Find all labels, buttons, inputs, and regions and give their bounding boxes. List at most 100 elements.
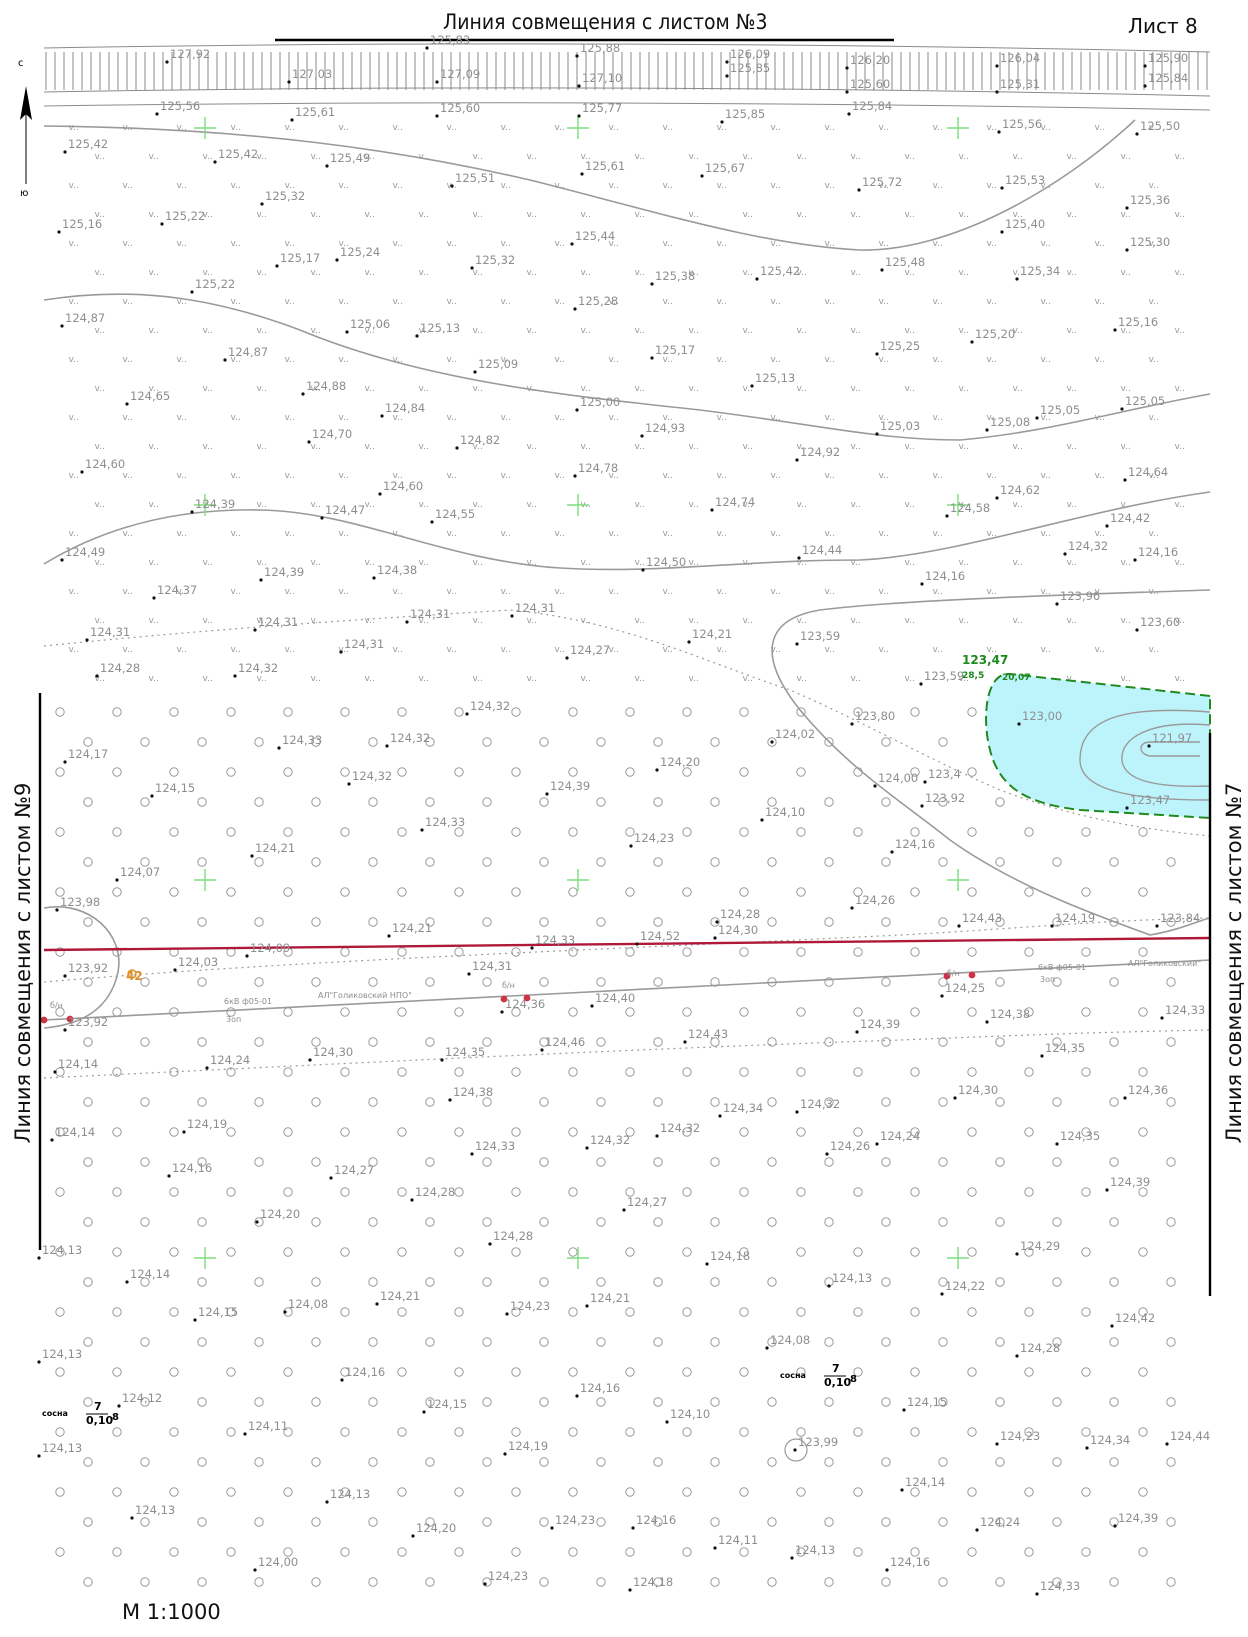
shrub-symbol [1081, 887, 1091, 897]
shrub-symbol [1052, 1097, 1062, 1107]
shrub-symbol [482, 1397, 492, 1407]
spot-point [420, 828, 424, 832]
meadow-symbol: v.. [987, 645, 997, 655]
spot-height: 125,42 [760, 264, 800, 278]
spot-height: 124,21 [380, 1289, 420, 1303]
meadow-symbol: v.. [95, 326, 105, 336]
spot-point [575, 1394, 579, 1398]
meadow-symbol: v.. [825, 645, 835, 655]
shrub-symbol [368, 1577, 378, 1587]
spot-point [167, 1174, 171, 1178]
shrub-symbol [169, 767, 179, 777]
meadow-symbol: v.. [905, 442, 915, 452]
shrub-symbol [967, 1067, 977, 1077]
shrub-symbol [625, 1007, 635, 1017]
shrub-symbol [881, 1277, 891, 1287]
meadow-symbol: v.. [609, 181, 619, 191]
spot-height: 124,34 [1090, 1433, 1130, 1447]
shrub-symbol [482, 977, 492, 987]
spot-height: 124,28 [1020, 1341, 1060, 1355]
meadow-symbol: v.. [339, 123, 349, 133]
utility-label: б/н [502, 981, 515, 990]
shrub-symbol [682, 1307, 692, 1317]
shrub-symbol [853, 1547, 863, 1557]
shrub-symbol [625, 887, 635, 897]
meadow-symbol: v.. [69, 181, 79, 191]
shrub-symbol [625, 1367, 635, 1377]
shrub-symbol [1109, 1097, 1119, 1107]
meadow-symbol: v.. [933, 181, 943, 191]
meadow-symbol: v.. [447, 645, 457, 655]
meadow-symbol: v.. [609, 645, 619, 655]
meadow-symbol: v.. [1175, 442, 1185, 452]
spot-height: 124,32 [800, 1097, 840, 1111]
shrub-symbol [283, 1547, 293, 1557]
meadow-symbol: v.. [339, 297, 349, 307]
spot-height: 125,40 [1005, 217, 1045, 231]
shrub-symbol [311, 1277, 321, 1287]
shrub-symbol [397, 1307, 407, 1317]
shrub-symbol [995, 917, 1005, 927]
shrub-symbol [967, 1247, 977, 1257]
spot-point [1155, 924, 1159, 928]
spot-height: 124,64 [1128, 465, 1168, 479]
meadow-symbol: v.. [285, 529, 295, 539]
shrub-symbol [340, 1127, 350, 1137]
spot-height: 124,58 [950, 501, 990, 515]
shrub-symbol [625, 707, 635, 717]
shrub-symbol [169, 1127, 179, 1137]
meadow-symbol: v.. [231, 587, 241, 597]
shrub-symbol [796, 1427, 806, 1437]
shrub-symbol [55, 1247, 65, 1257]
spot-height: 123,47 [1130, 793, 1170, 807]
shrub-symbol [112, 1187, 122, 1197]
meadow-symbol: v.. [285, 645, 295, 655]
spot-height: 124,40 [595, 991, 635, 1005]
spot-point [1113, 328, 1117, 332]
spot-height: 125,53 [1005, 173, 1045, 187]
shrub-symbol [653, 797, 663, 807]
pond-code-2: 20,07 [1002, 673, 1030, 683]
shrub-symbol [197, 797, 207, 807]
shrub-symbol [311, 977, 321, 987]
shrub-symbol [511, 887, 521, 897]
shrub-symbol [1081, 1247, 1091, 1257]
spot-point [795, 1110, 799, 1114]
meadow-symbol: v.. [123, 587, 133, 597]
shrub-symbol [539, 797, 549, 807]
shrub-symbol [340, 1247, 350, 1257]
spot-point [473, 370, 477, 374]
shrub-symbol [596, 1037, 606, 1047]
spot-point [590, 1004, 594, 1008]
meadow-symbols: v.. v.. v.. v.. v.. v.. v.. v.. v.. v.. v.. v.. v.. v… [69, 123, 1185, 684]
tree-label: сосна 70,108 [42, 1400, 119, 1427]
spot-point [488, 1242, 492, 1246]
shrub-symbol [311, 1097, 321, 1107]
shrub-symbol [254, 1217, 264, 1227]
shrub-symbol [311, 917, 321, 927]
spot-height: 125,60 [850, 77, 890, 91]
shrub-symbol [938, 1037, 948, 1047]
meadow-symbol: v.. [1013, 616, 1023, 626]
meadow-symbol: v.. [203, 384, 213, 394]
meadow-symbol: v.. [797, 500, 807, 510]
meadow-symbol: v.. [231, 181, 241, 191]
meadow-symbol: v.. [177, 297, 187, 307]
shrub-symbol [995, 1337, 1005, 1347]
meadow-symbol: v.. [1121, 210, 1131, 220]
meadow-symbol: v.. [311, 558, 321, 568]
meadow-symbol: v.. [95, 152, 105, 162]
meadow-symbol: v.. [905, 558, 915, 568]
spot-height: 124,60 [383, 479, 423, 493]
shrub-symbol [140, 977, 150, 987]
spot-point [700, 174, 704, 178]
meadow-symbol: v.. [1041, 587, 1051, 597]
spot-height: 124,60 [85, 457, 125, 471]
spot-point [760, 818, 764, 822]
shrub-symbol [340, 887, 350, 897]
spot-point [920, 582, 924, 586]
spot-point [795, 458, 799, 462]
shrub-symbol [311, 1217, 321, 1227]
shrub-symbol [1052, 1337, 1062, 1347]
meadow-symbol: v.. [905, 674, 915, 684]
